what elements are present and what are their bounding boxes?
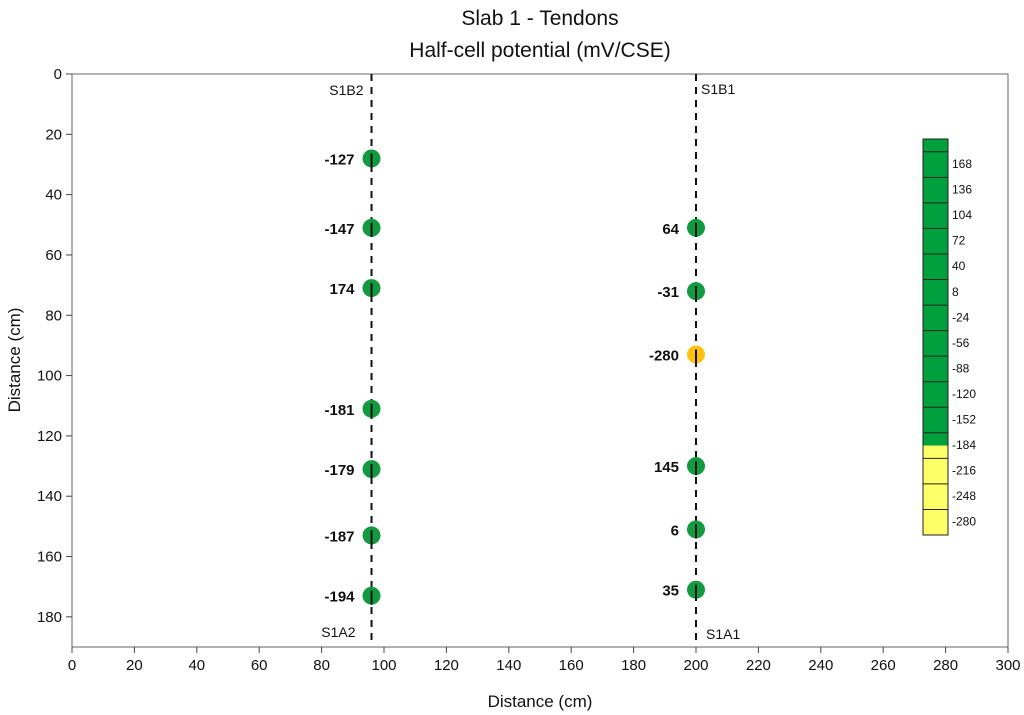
colorbar-label: 168 xyxy=(952,157,972,171)
colorbar-label: -152 xyxy=(952,413,976,427)
y-tick-label: 40 xyxy=(45,187,62,204)
y-axis: 0 20 40 60 80 100 120 140 160 180 xyxy=(37,66,72,626)
data-label: 145 xyxy=(654,459,679,476)
colorbar-label: -248 xyxy=(952,489,976,503)
colorbar-segment-above xyxy=(923,139,948,446)
x-tick-label: 180 xyxy=(621,657,646,674)
colorbar-label: -120 xyxy=(952,387,976,401)
x-tick-label: 240 xyxy=(808,657,833,674)
x-tick-label: 300 xyxy=(995,657,1020,674)
colorbar-label: -56 xyxy=(952,336,970,350)
tendon-lines: S1B2 S1A2 S1B1 S1A1 xyxy=(321,74,740,642)
tendon-bottom-label: S1A2 xyxy=(321,624,355,640)
x-tick-label: 40 xyxy=(188,657,205,674)
x-tick-label: 0 xyxy=(68,657,76,674)
x-axis-label: Distance (cm) xyxy=(488,692,593,711)
colorbar-label: -216 xyxy=(952,464,976,478)
data-label: 35 xyxy=(662,583,679,600)
x-tick-label: 200 xyxy=(683,657,708,674)
data-label: -147 xyxy=(324,221,354,238)
y-tick-label: 20 xyxy=(45,126,62,143)
x-tick-label: 80 xyxy=(313,657,330,674)
chart-title-line-2: Half-cell potential (mV/CSE) xyxy=(409,39,670,62)
chart-title-line-1: Slab 1 - Tendons xyxy=(461,7,618,30)
y-tick-label: 160 xyxy=(37,549,62,566)
data-label: -187 xyxy=(324,528,354,545)
colorbar-label: -24 xyxy=(952,310,970,324)
y-tick-label: 100 xyxy=(37,368,62,385)
colorbar-frame xyxy=(922,138,949,536)
colorbar-label: 40 xyxy=(952,259,966,273)
plot-area xyxy=(71,73,1009,648)
colorbar-label: -88 xyxy=(952,361,970,375)
y-tick-label: 0 xyxy=(54,66,62,83)
tendon-top-label: S1B1 xyxy=(701,81,735,97)
colorbar: 168 136 104 72 40 8 -24 -56 -88 -120 -152 -184 -216 -… xyxy=(922,138,976,536)
tendon-top-label: S1B2 xyxy=(329,82,363,98)
y-tick-label: 140 xyxy=(37,488,62,505)
data-label: -31 xyxy=(657,284,679,301)
y-tick-label: 60 xyxy=(45,247,62,264)
colorbar-segment-below xyxy=(923,445,948,535)
data-label: -194 xyxy=(324,589,355,606)
x-tick-label: 60 xyxy=(251,657,268,674)
x-tick-label: 100 xyxy=(371,657,396,674)
y-axis-label: Distance (cm) xyxy=(5,308,24,413)
x-tick-label: 140 xyxy=(496,657,521,674)
x-tick-label: 20 xyxy=(126,657,143,674)
data-label: 64 xyxy=(662,221,679,238)
colorbar-label: 104 xyxy=(952,208,972,222)
data-label: -127 xyxy=(324,151,354,168)
colorbar-label: -184 xyxy=(952,438,976,452)
colorbar-label: 72 xyxy=(952,234,966,248)
data-label: -280 xyxy=(649,347,679,364)
y-tick-label: 80 xyxy=(45,307,62,324)
x-axis: 0 20 40 60 80 100 120 140 160 180 200 220 240 260 280 3… xyxy=(68,647,1021,674)
colorbar-label: -280 xyxy=(952,515,976,529)
data-points: -127 -147 174 -181 -179 -187 -194 64 -31 -280 145 6… xyxy=(324,149,705,606)
y-tick-label: 120 xyxy=(37,428,62,445)
x-tick-label: 160 xyxy=(559,657,584,674)
x-tick-label: 280 xyxy=(933,657,958,674)
data-label: 6 xyxy=(671,522,679,539)
x-tick-label: 120 xyxy=(434,657,459,674)
colorbar-label: 8 xyxy=(952,285,959,299)
x-tick-label: 220 xyxy=(746,657,771,674)
tendon-bottom-label: S1A1 xyxy=(706,626,740,642)
x-tick-label: 260 xyxy=(871,657,896,674)
data-label: 174 xyxy=(329,281,355,298)
data-label: -179 xyxy=(324,462,354,479)
data-label: -181 xyxy=(324,402,354,419)
y-tick-label: 180 xyxy=(37,609,62,626)
colorbar-label: 136 xyxy=(952,183,972,197)
